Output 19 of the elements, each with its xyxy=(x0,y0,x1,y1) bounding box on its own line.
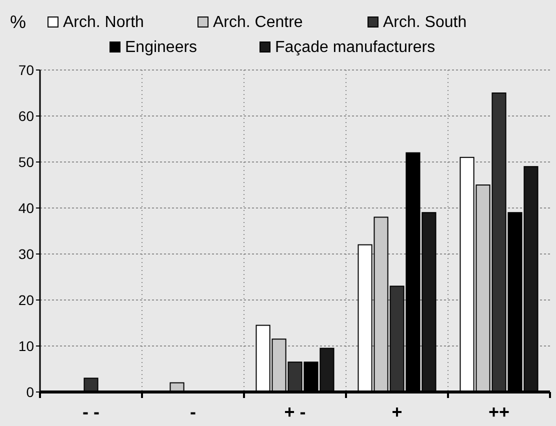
y-tick-label: 60 xyxy=(18,108,34,124)
legend-label: Arch. North xyxy=(63,14,144,31)
x-tick-label: - - xyxy=(82,402,100,422)
x-tick-label: - xyxy=(190,402,196,422)
y-tick-label: 10 xyxy=(18,338,34,354)
legend-label: Arch. South xyxy=(383,14,467,31)
y-axis-title: % xyxy=(10,12,26,32)
y-tick-label: 20 xyxy=(18,292,34,308)
y-tick-label: 50 xyxy=(18,154,34,170)
y-tick-label: 30 xyxy=(18,246,34,262)
x-tick-label: + - xyxy=(284,402,306,422)
x-tick-label: + xyxy=(392,402,402,422)
legend-label: Engineers xyxy=(125,39,198,56)
y-tick-label: 0 xyxy=(26,384,34,400)
y-tick-label: 40 xyxy=(18,200,34,216)
legend-label: Arch. Centre xyxy=(213,14,303,31)
y-tick-label: 70 xyxy=(18,62,34,78)
legend-label: Façade manufacturers xyxy=(275,39,436,56)
x-tick-label: ++ xyxy=(488,402,510,422)
